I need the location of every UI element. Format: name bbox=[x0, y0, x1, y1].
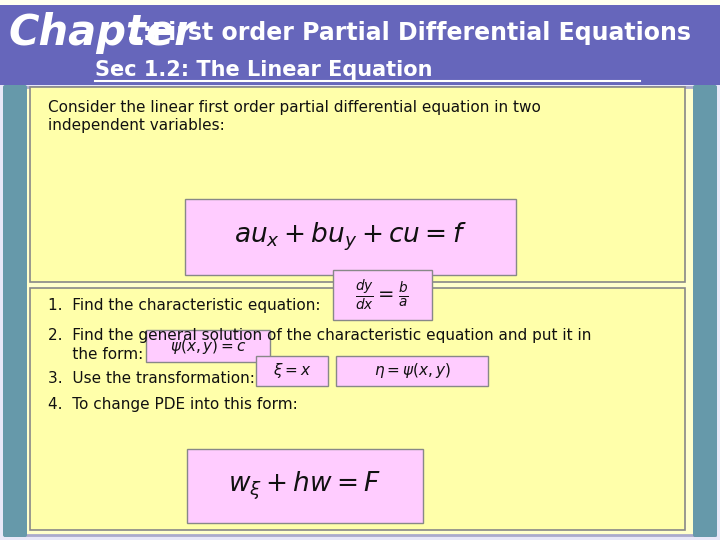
FancyBboxPatch shape bbox=[5, 87, 715, 535]
FancyBboxPatch shape bbox=[30, 87, 685, 282]
FancyBboxPatch shape bbox=[693, 85, 717, 537]
FancyBboxPatch shape bbox=[3, 85, 27, 537]
Text: 2.  Find the general solution of the characteristic equation and put it in: 2. Find the general solution of the char… bbox=[48, 328, 591, 343]
FancyBboxPatch shape bbox=[256, 356, 328, 386]
FancyBboxPatch shape bbox=[30, 288, 685, 530]
Text: $\psi(x, y) = c$: $\psi(x, y) = c$ bbox=[170, 336, 246, 355]
Text: $\frac{dy}{dx} = \frac{b}{a}$: $\frac{dy}{dx} = \frac{b}{a}$ bbox=[355, 278, 409, 313]
Text: $\xi = x$: $\xi = x$ bbox=[273, 361, 311, 381]
Text: Chapter: Chapter bbox=[8, 12, 194, 54]
FancyBboxPatch shape bbox=[336, 356, 488, 386]
FancyBboxPatch shape bbox=[0, 5, 720, 85]
Text: independent variables:: independent variables: bbox=[48, 118, 225, 133]
Text: 1:First order Partial Differential Equations: 1:First order Partial Differential Equat… bbox=[118, 21, 691, 45]
Text: the form:: the form: bbox=[48, 347, 143, 362]
Text: 1.  Find the characteristic equation:: 1. Find the characteristic equation: bbox=[48, 298, 320, 313]
Text: Consider the linear first order partial differential equation in two: Consider the linear first order partial … bbox=[48, 100, 541, 115]
FancyBboxPatch shape bbox=[333, 270, 432, 320]
FancyBboxPatch shape bbox=[0, 0, 720, 10]
Text: 4.  To change PDE into this form:: 4. To change PDE into this form: bbox=[48, 397, 298, 412]
Text: $\eta = \psi(x, y)$: $\eta = \psi(x, y)$ bbox=[374, 361, 451, 381]
FancyBboxPatch shape bbox=[187, 449, 423, 523]
Text: $au_x + bu_y + cu = f$: $au_x + bu_y + cu = f$ bbox=[234, 221, 467, 253]
FancyBboxPatch shape bbox=[146, 330, 270, 362]
Text: $w_{\xi} + hw = F$: $w_{\xi} + hw = F$ bbox=[228, 470, 382, 502]
FancyBboxPatch shape bbox=[185, 199, 516, 275]
Text: 3.  Use the transformation:: 3. Use the transformation: bbox=[48, 371, 255, 386]
Text: Sec 1.2: The Linear Equation: Sec 1.2: The Linear Equation bbox=[95, 60, 433, 80]
